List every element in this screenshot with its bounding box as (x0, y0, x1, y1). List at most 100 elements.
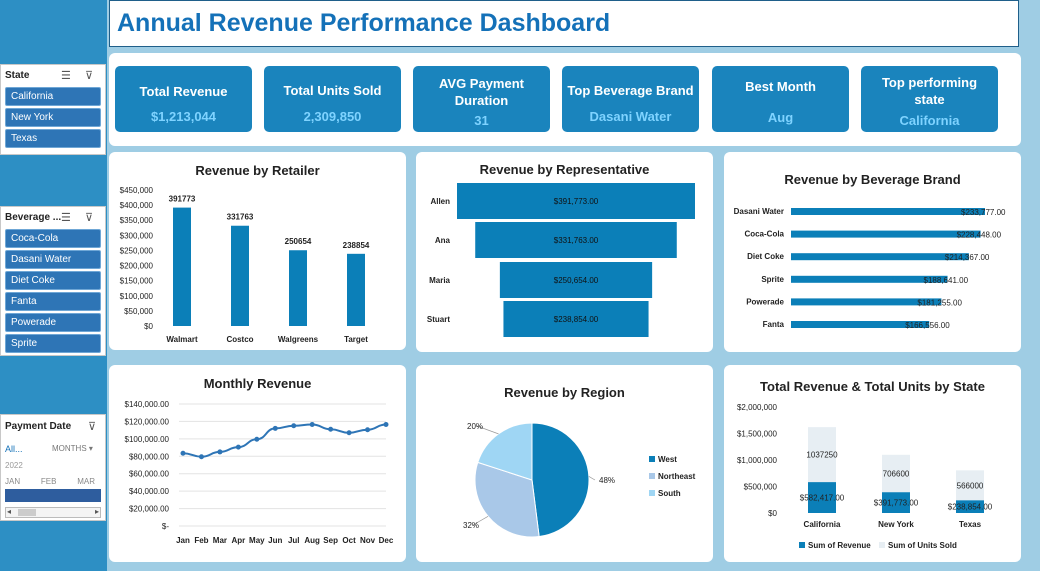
data-label: $582,417.00 (800, 494, 845, 503)
timeline-selection-bar[interactable] (5, 489, 101, 502)
y-tick-label: $350,000 (120, 216, 154, 225)
data-label: 706600 (883, 470, 910, 479)
timeline-level-dropdown[interactable]: MONTHS ▾ (52, 444, 93, 453)
retailer-chart-panel: Revenue by Retailer $450,000 $400,000 $350… (109, 152, 406, 350)
data-point (235, 444, 241, 450)
legend-label: Northeast (658, 472, 696, 481)
category-label: Sprite (761, 275, 784, 284)
data-label: 238854 (343, 241, 370, 250)
chart-title: Revenue by Retailer (195, 163, 320, 178)
legend-swatch (649, 473, 655, 479)
data-point (291, 423, 297, 429)
bar (791, 275, 948, 283)
clear-filter-icon[interactable]: ⊽ (88, 420, 97, 433)
kpi-label: Total Units Sold (283, 83, 382, 98)
y-tick-label: $60,000.00 (129, 470, 170, 479)
slicer-item[interactable]: Powerade (5, 313, 101, 332)
data-point (365, 427, 371, 433)
bar (791, 321, 930, 328)
multi-select-icon[interactable]: ☰ (61, 211, 71, 224)
scroll-left-icon[interactable]: ◂ (7, 507, 12, 516)
x-tick-label: Jun (268, 536, 282, 545)
region-pie-chart: 48% 32% 20% West Northeast South (463, 422, 696, 538)
state-slicer-header: State ☰ ⊽ (1, 65, 105, 85)
data-label: 566000 (957, 481, 984, 490)
monthly-line-chart: $140,000.00 $120,000.00 $100,000.00 $80,000… (125, 400, 394, 545)
data-label: $228,448.00 (957, 231, 1002, 240)
data-label: 391773 (169, 195, 196, 204)
funnel-bar (503, 301, 649, 337)
kpi-value: $1,213,044 (150, 109, 217, 124)
clear-filter-icon[interactable]: ⊽ (85, 69, 94, 82)
slicer-item[interactable]: California (5, 87, 101, 106)
y-tick-label: $100,000.00 (125, 435, 170, 444)
timeline-year: 2022 (5, 461, 23, 470)
brand-slicer: Beverage ... ☰ ⊽ Coca-Cola Dasani Water Di… (0, 206, 106, 356)
y-tick-label: $- (162, 522, 169, 531)
x-tick-label: Jul (288, 536, 300, 545)
slicer-item[interactable]: Texas (5, 129, 101, 148)
y-tick-label: $450,000 (120, 186, 154, 195)
y-tick-label: $1,500,000 (737, 430, 778, 439)
slicer-item[interactable]: New York (5, 108, 101, 127)
slicer-item[interactable]: Dasani Water (5, 250, 101, 269)
pie-slice (531, 422, 590, 538)
data-label: $188,641.00 (924, 276, 969, 285)
x-tick-label: Sep (323, 536, 338, 545)
representative-chart-panel: Revenue by Representative $391,773.00 All… (416, 152, 713, 352)
y-tick-label: $20,000.00 (129, 505, 170, 514)
y-tick-label: $100,000 (120, 292, 154, 301)
legend-label: South (658, 489, 681, 498)
y-tick-label: $40,000.00 (129, 487, 170, 496)
leader-line (476, 425, 499, 435)
funnel-bar (499, 262, 653, 298)
legend-label: West (658, 455, 677, 464)
scroll-thumb[interactable] (18, 509, 36, 516)
clear-filter-icon[interactable]: ⊽ (85, 211, 94, 224)
data-label: $181,255.00 (917, 298, 962, 307)
data-point (198, 454, 204, 460)
x-tick-label: Aug (304, 536, 320, 545)
data-point (328, 426, 334, 432)
x-tick-label: Walmart (166, 335, 198, 344)
kpi-value: 2,309,850 (303, 109, 362, 124)
slicer-item[interactable]: Fanta (5, 292, 101, 311)
x-tick-label: California (804, 520, 841, 529)
data-point (383, 421, 389, 427)
data-point (254, 436, 260, 442)
multi-select-icon[interactable]: ☰ (61, 69, 71, 82)
state-stacked-chart: $2,000,000 $1,500,000 $1,000,000 $500,000 $0… (737, 403, 993, 550)
chart-title: Monthly Revenue (203, 376, 312, 391)
timeline-scrollbar[interactable]: ◂ ▸ (5, 507, 101, 518)
brand-bar-chart: Dasani Water $233,777.00 Coca-Cola $228,448… (734, 207, 1006, 330)
state-chart-panel: Total Revenue & Total Units by State $2,… (724, 365, 1021, 562)
scroll-right-icon[interactable]: ▸ (94, 507, 99, 516)
timeline-label: Payment Date (5, 420, 72, 432)
x-tick-label: Oct (342, 536, 356, 545)
x-tick-label: Feb (194, 536, 208, 545)
legend-swatch (799, 542, 805, 548)
leader-line (588, 476, 596, 481)
brand-chart-panel: Revenue by Beverage Brand Dasani Water $2… (724, 152, 1021, 352)
state-slicer-label: State (5, 69, 30, 81)
data-label: $391,773.00 (554, 197, 599, 206)
revenue-line (182, 423, 387, 458)
x-tick-label: Target (344, 335, 368, 344)
slicer-item[interactable]: Sprite (5, 334, 101, 353)
data-label: 1037250 (806, 451, 838, 460)
funnel-bar (475, 222, 677, 258)
data-label: $233,777.00 (961, 208, 1006, 217)
slicer-item[interactable]: Diet Coke (5, 271, 101, 290)
legend-label: Sum of Revenue (808, 541, 871, 550)
legend-label: Sum of Units Sold (888, 541, 957, 550)
representative-funnel-chart: $391,773.00 Allen $331,763.00 Ana $250,654.0… (427, 183, 695, 337)
y-tick-label: $150,000 (120, 277, 154, 286)
x-tick-label: Apr (231, 536, 245, 545)
kpi-card: Top performing state California (861, 66, 998, 132)
y-tick-label: $400,000 (120, 201, 154, 210)
retailer-bar-chart: $450,000 $400,000 $350,000 $300,000 $250,000… (120, 186, 370, 344)
bar (791, 298, 942, 306)
category-label: Powerade (746, 297, 784, 306)
y-tick-label: $1,000,000 (737, 456, 778, 465)
slicer-item[interactable]: Coca-Cola (5, 229, 101, 248)
